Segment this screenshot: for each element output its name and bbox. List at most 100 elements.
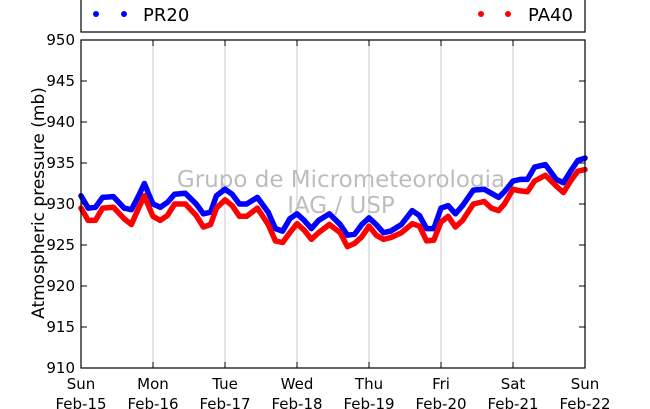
x-tick-label-date: Feb-16 — [127, 395, 178, 409]
data-point-pa40 — [229, 203, 235, 209]
data-point-pa40 — [110, 204, 116, 210]
data-point-pa40 — [510, 186, 516, 192]
data-point-pr20 — [265, 209, 271, 215]
data-point-pa40 — [244, 213, 250, 219]
gridlines — [152, 40, 514, 368]
data-point-pr20 — [85, 205, 91, 211]
data-point-pr20 — [193, 201, 199, 207]
data-point-pr20 — [553, 176, 559, 182]
data-point-pr20 — [452, 211, 458, 217]
data-point-pr20 — [92, 204, 98, 210]
data-point-pa40 — [213, 205, 219, 211]
data-point-pa40 — [146, 205, 152, 211]
data-point-pa40 — [553, 183, 559, 189]
watermark-text: Grupo de Micrometeorologia — [177, 167, 505, 193]
y-tick-label: 925 — [46, 236, 75, 254]
data-point-pa40 — [568, 178, 574, 184]
data-point-pa40 — [141, 193, 147, 199]
data-point-pr20 — [164, 199, 170, 205]
data-point-pa40 — [92, 217, 98, 223]
data-point-pa40 — [366, 223, 372, 229]
data-point-pr20 — [560, 180, 567, 186]
data-point-pa40 — [222, 197, 228, 203]
data-point-pr20 — [575, 157, 581, 164]
data-point-pa40 — [85, 217, 91, 223]
data-point-pa40 — [501, 201, 507, 207]
data-point-pr20 — [200, 211, 206, 217]
data-point-pr20 — [100, 194, 106, 200]
data-point-pr20 — [409, 208, 415, 214]
data-point-pr20 — [229, 191, 235, 197]
data-point-pr20 — [542, 162, 549, 168]
data-point-pa40 — [424, 238, 430, 244]
data-point-pr20 — [287, 216, 293, 222]
data-point-pa40 — [236, 213, 242, 219]
data-point-pa40 — [136, 205, 142, 211]
x-tick-label-day: Wed — [281, 375, 314, 393]
data-point-pa40 — [359, 234, 365, 240]
y-tick-label: 910 — [46, 359, 75, 377]
data-point-pr20 — [337, 221, 343, 228]
data-point-pa40 — [524, 189, 531, 195]
data-point-pa40 — [287, 230, 293, 236]
data-point-pa40 — [208, 221, 214, 228]
data-point-pa40 — [481, 198, 487, 205]
legend-marker-pa40 — [505, 11, 511, 17]
y-tick-label: 935 — [46, 154, 75, 172]
data-point-pa40 — [200, 224, 206, 230]
data-point-pa40 — [542, 172, 549, 178]
data-point-pr20 — [308, 226, 314, 232]
data-point-pa40 — [575, 168, 581, 174]
data-point-pa40 — [496, 208, 502, 214]
data-point-pa40 — [172, 201, 178, 207]
data-point-pa40 — [352, 240, 358, 246]
data-point-pr20 — [445, 203, 451, 209]
data-point-pa40 — [337, 230, 343, 236]
data-point-pa40 — [416, 223, 422, 229]
data-point-pr20 — [344, 232, 350, 238]
data-point-pa40 — [388, 235, 394, 241]
data-point-pa40 — [182, 201, 188, 207]
data-point-pr20 — [236, 201, 242, 207]
x-tick-label-date: Feb-18 — [271, 395, 322, 409]
data-point-pr20 — [524, 176, 531, 182]
legend-marker-pr20 — [121, 11, 127, 17]
y-tick-label: 920 — [46, 277, 75, 295]
y-tick-label: 950 — [46, 31, 75, 49]
x-tick-label-date: Feb-19 — [343, 395, 394, 409]
data-point-pr20 — [496, 194, 502, 200]
y-tick-label: 930 — [46, 195, 75, 213]
y-tick-label: 945 — [46, 72, 75, 90]
data-point-pr20 — [424, 226, 430, 232]
x-tick-label-date: Feb-22 — [559, 395, 610, 409]
data-point-pa40 — [373, 232, 379, 238]
legend-label-pa40: PA40 — [528, 5, 573, 26]
data-point-pa40 — [560, 189, 567, 196]
data-point-pa40 — [128, 221, 134, 228]
data-point-pa40 — [164, 212, 170, 219]
axes: 910 915 920 925 930 935 940 945 950 Sun Feb-15 Mon F… — [46, 31, 610, 409]
data-point-pa40 — [326, 221, 332, 228]
data-point-pa40 — [294, 221, 300, 227]
data-point-pr20 — [438, 205, 444, 211]
data-point-pa40 — [452, 224, 458, 230]
x-tick-label-date: Feb-17 — [199, 395, 250, 409]
data-series — [78, 155, 588, 250]
x-tick-label-date: Feb-15 — [55, 395, 106, 409]
data-point-pr20 — [146, 193, 152, 199]
data-point-pr20 — [136, 193, 142, 199]
data-point-pr20 — [388, 228, 394, 234]
data-point-pr20 — [470, 187, 476, 193]
data-point-pr20 — [280, 228, 286, 234]
data-point-pr20 — [244, 201, 250, 207]
x-tick-label-date: Feb-20 — [415, 395, 466, 409]
data-point-pr20 — [294, 211, 300, 217]
data-point-pa40 — [193, 212, 199, 219]
x-tick-label-date: Feb-21 — [487, 395, 538, 409]
data-point-pa40 — [100, 205, 106, 211]
data-point-pr20 — [172, 191, 178, 197]
x-tick-label-day: Sun — [571, 375, 600, 393]
data-point-pr20 — [488, 190, 494, 196]
data-point-pr20 — [366, 215, 372, 221]
